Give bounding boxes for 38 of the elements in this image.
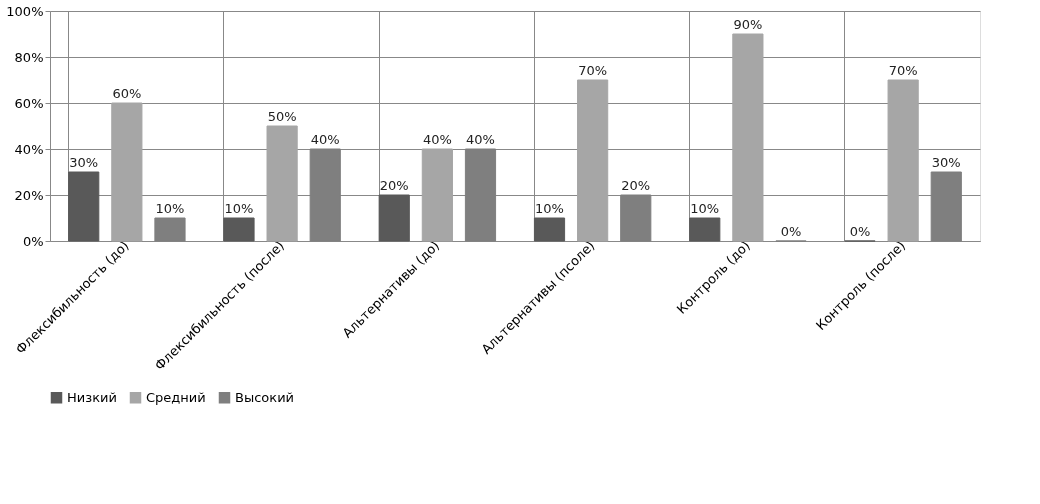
y-tick-label: 20% [14, 187, 44, 203]
bar [689, 217, 721, 242]
bar [421, 148, 453, 242]
y-tick-label: 0% [22, 233, 44, 249]
bar [378, 194, 410, 242]
y-tick-label: 40% [14, 141, 44, 157]
data-label: 10% [535, 201, 564, 216]
data-label: 50% [267, 109, 297, 124]
bar [732, 33, 764, 242]
data-label: 60% [112, 86, 142, 101]
bar [68, 171, 100, 242]
data-label: 10% [155, 201, 185, 216]
bar [266, 125, 298, 242]
data-label: 70% [578, 63, 608, 78]
y-tick-label: 100% [6, 3, 44, 19]
legend-label: Высокий [235, 389, 295, 405]
data-label: 30% [69, 155, 99, 170]
legend-label: Низкий [67, 389, 117, 405]
data-label: 10% [224, 201, 254, 216]
legend-label: Средний [146, 389, 206, 405]
y-tick-label: 60% [14, 95, 44, 111]
data-label: 20% [379, 178, 409, 193]
data-label: 0% [780, 224, 802, 239]
data-label: 40% [310, 132, 340, 147]
bar [887, 79, 919, 242]
bar [223, 217, 255, 242]
bar [533, 217, 566, 242]
bar [577, 79, 609, 242]
data-label: 0% [849, 224, 871, 239]
data-label: 70% [888, 63, 918, 78]
bar [111, 102, 143, 242]
data-label: 10% [690, 201, 720, 216]
data-label: 90% [733, 17, 763, 32]
y-tick-label: 80% [14, 49, 44, 65]
data-label: 20% [621, 178, 651, 193]
data-label: 30% [931, 155, 961, 170]
data-label: 40% [422, 132, 452, 147]
data-label: 40% [466, 132, 495, 147]
